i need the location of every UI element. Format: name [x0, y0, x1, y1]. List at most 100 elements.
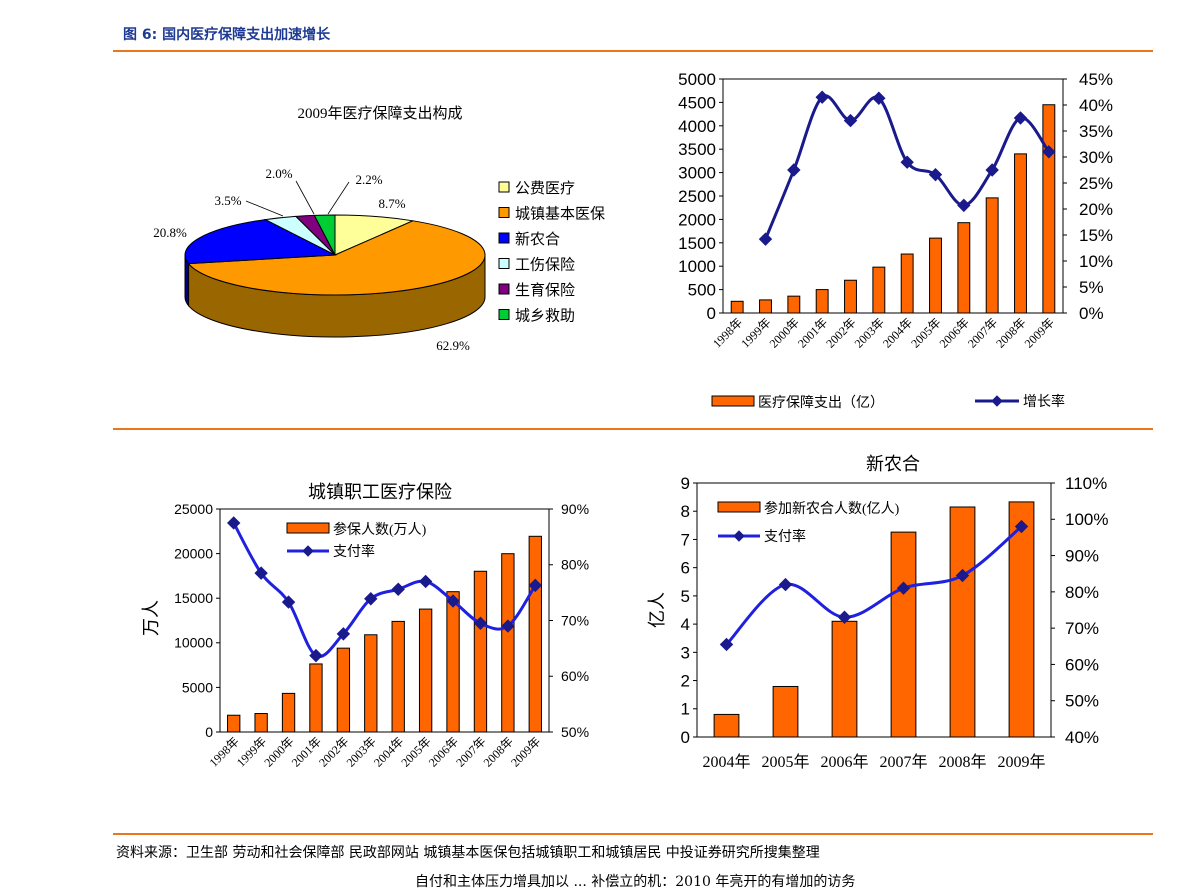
pie-data-label: 62.9%: [436, 338, 470, 353]
urban-employee-bar: [391, 620, 405, 733]
urban-employee-right-tick-label: 90%: [561, 501, 589, 517]
spending-right-tick-label: 10%: [1079, 252, 1113, 271]
ncms-bar: [713, 713, 740, 738]
spending-left-tick-label: 3000: [678, 164, 716, 183]
spending-bar: [844, 279, 857, 314]
urban-employee-bar: [418, 608, 433, 733]
urban-employee-left-tick-label: 5000: [182, 679, 213, 695]
spending-x-tick-label: 2002年: [823, 315, 858, 350]
ncms-legend-line-label: 支付率: [764, 528, 806, 545]
pie-leader-line: [245, 200, 284, 217]
urban-employee-bar: [254, 713, 268, 733]
pie-title: 2009年医疗保障支出构成: [297, 104, 462, 122]
urban-employee-x-tick-label: 2001年: [289, 734, 324, 769]
spending-x-tick-label: 2005年: [908, 315, 943, 350]
ncms-right-tick-label: 70%: [1065, 619, 1099, 638]
urban-employee-bar: [364, 634, 378, 733]
pie-slice: [187, 220, 486, 296]
ncms-right-tick-label: 50%: [1065, 692, 1099, 711]
spending-legend-bar-label: 医疗保障支出（亿）: [758, 395, 884, 411]
ncms-left-tick-label: 8: [681, 502, 690, 521]
ncms-left-tick-label: 6: [681, 559, 690, 578]
ncms-bar: [1008, 501, 1035, 738]
spending-right-tick-label: 25%: [1079, 174, 1113, 193]
ncms-bar: [831, 620, 858, 738]
spending-left-tick-label: 4500: [678, 93, 716, 112]
ncms-x-tick-label: 2009年: [997, 753, 1045, 771]
pie-data-label: 8.7%: [378, 196, 405, 211]
spending-left-tick-label: 1000: [678, 257, 716, 276]
urban-employee-left-tick-label: 0: [205, 724, 213, 740]
spending-x-tick-label: 2009年: [1022, 315, 1057, 350]
urban-employee-line-marker: [501, 619, 515, 633]
ncms-line-series: [725, 525, 1023, 646]
spending-line-marker: [1013, 111, 1028, 125]
pie-data-label: 2.0%: [265, 166, 292, 181]
spending-left-tick-label: 1500: [678, 234, 716, 253]
pie-legend-label: 公费医疗: [515, 180, 575, 197]
ncms-left-tick-label: 9: [681, 474, 690, 493]
urban-employee-line-marker: [364, 592, 378, 606]
urban-employee-legend-bar-label: 参保人数(万人): [333, 521, 427, 538]
ncms-right-tick-label: 40%: [1065, 728, 1099, 747]
spending-legend-bar-swatch: [711, 395, 755, 407]
urban-employee-legend-bar-swatch: [286, 522, 330, 534]
pie-legend-swatch: [498, 232, 510, 244]
ncms-x-tick-label: 2005年: [761, 753, 809, 771]
footer-fragment: 自付和主体压力增具加以 ... 补偿立的机：2010 年亮开的有增加的访务: [415, 874, 856, 890]
pie-leader-line: [295, 180, 315, 215]
ncms-left-tick-label: 2: [681, 672, 690, 691]
urban-employee-x-tick-label: 2007年: [453, 734, 488, 769]
ncms-right-tick-label: 110%: [1065, 474, 1107, 493]
ncms-left-tick-label: 5: [681, 587, 690, 606]
pie-legend-label: 城乡救助: [515, 308, 575, 325]
pie-slice: [184, 219, 337, 265]
urban-employee-legend-line-label: 支付率: [333, 543, 375, 560]
spending-bar: [957, 222, 971, 314]
spending-right-tick-label: 30%: [1079, 148, 1113, 167]
bottom-divider: [113, 833, 1153, 835]
ncms-left-tick-label: 7: [681, 530, 690, 549]
spending-line-marker: [1042, 145, 1056, 159]
urban-employee-line-marker: [254, 566, 268, 580]
pie-slice: [313, 214, 336, 256]
spending-bar: [759, 299, 772, 314]
pie-leader-line: [327, 181, 350, 215]
urban-employee-left-tick-label: 20000: [174, 546, 213, 562]
spending-x-tick-label: 2001年: [795, 315, 830, 350]
spending-bar: [1042, 104, 1056, 314]
urban-employee-bar: [227, 714, 241, 733]
urban-employee-bar: [528, 535, 542, 733]
urban-employee-right-tick-label: 80%: [561, 557, 589, 573]
spending-left-tick-label: 3500: [678, 140, 716, 159]
urban-employee-bar: [473, 570, 488, 733]
ncms-legend-bar-label: 参加新农合人数(亿人): [764, 500, 900, 517]
urban-employee-y-axis-label: 万人: [141, 600, 161, 636]
pie-legend-label: 工伤保险: [515, 257, 575, 274]
urban-employee-right-tick-label: 60%: [561, 668, 589, 684]
urban-employee-x-tick-label: 2000年: [261, 734, 296, 769]
ncms-right-tick-label: 60%: [1065, 655, 1099, 674]
ncms-line-marker: [837, 610, 852, 624]
spending-x-tick-label: 2007年: [965, 315, 1000, 350]
urban-employee-x-tick-label: 2004年: [371, 734, 406, 769]
pie-legend-label: 城镇基本医保: [515, 206, 605, 223]
ncms-left-tick-label: 1: [681, 700, 690, 719]
urban-employee-x-tick-label: 2009年: [508, 734, 543, 769]
urban-employee-line-marker: [309, 648, 323, 663]
ncms-left-tick-label: 4: [681, 615, 690, 634]
urban-employee-bar: [281, 692, 296, 733]
spending-legend-line-label: 增长率: [1023, 393, 1065, 410]
pie-legend-swatch: [498, 207, 510, 218]
ncms-left-tick-label: 3: [681, 643, 690, 662]
pie-legend-label: 新农合: [515, 231, 560, 248]
spending-bar: [1014, 153, 1027, 314]
ncms-bar: [772, 685, 799, 738]
urban-employee-line-marker: [473, 616, 488, 630]
spending-line-marker: [787, 163, 801, 177]
top-divider: [113, 50, 1153, 52]
spending-x-tick-label: 2003年: [852, 315, 887, 350]
urban-employee-x-tick-label: 2008年: [481, 734, 516, 769]
ncms-line-marker: [778, 577, 793, 592]
